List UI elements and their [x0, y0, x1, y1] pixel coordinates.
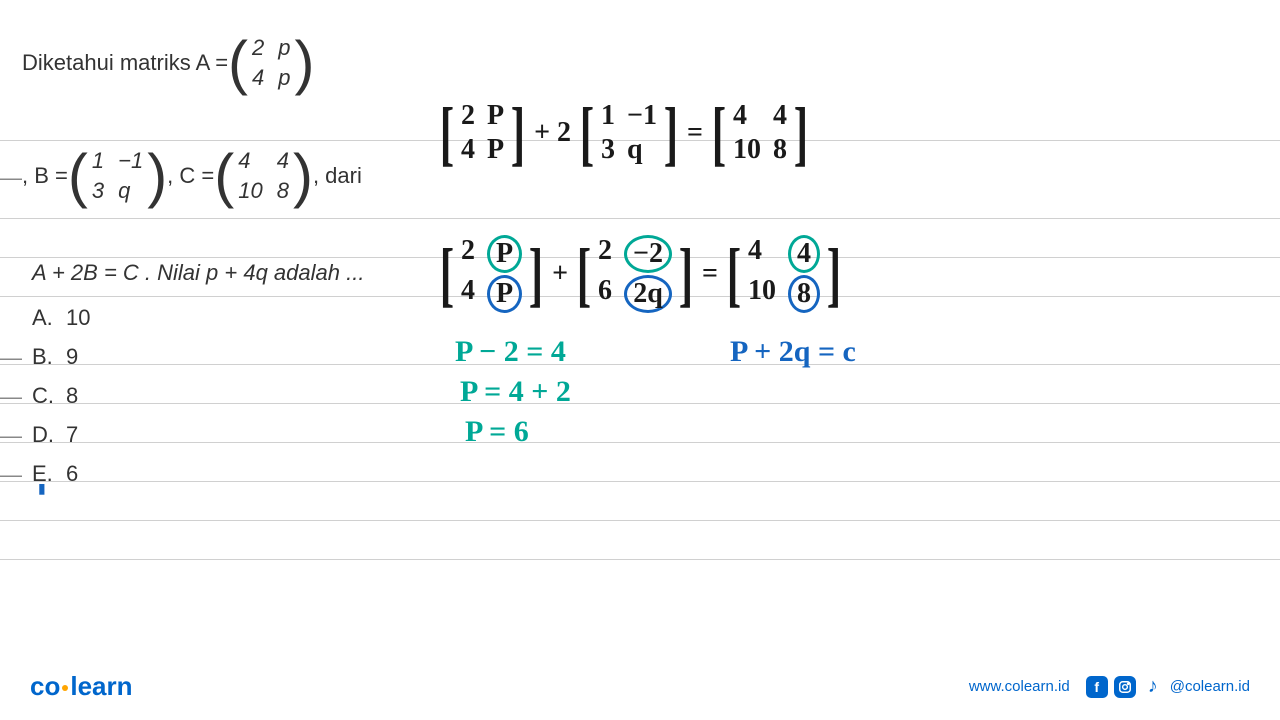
- content-area: — — — — — Diketahui matriks A = ( 2p 4p …: [0, 0, 1280, 720]
- matrix-B: ( 1−1 3q ): [68, 148, 167, 204]
- social-handle: @colearn.id: [1170, 678, 1250, 695]
- handwrite-row-2: [ 2P 4P ] + [ 2−2 62q ] = [ 44 108 ]: [435, 235, 846, 313]
- circled-value: 8: [788, 275, 820, 313]
- blue-step-1: P + 2q = c: [730, 335, 856, 369]
- circled-value: 4: [788, 235, 820, 273]
- teal-step-3: P = 6: [465, 415, 529, 449]
- problem-text: , C =: [167, 163, 214, 189]
- option-d: D.7: [32, 415, 90, 454]
- handwrite-row-1: [ 2P 4P ] + 2 [ 1−1 3q ] = [ 44 108 ]: [435, 100, 813, 166]
- problem-line-3: A + 2B = C . Nilai p + 4q adalah ...: [32, 260, 364, 286]
- facebook-icon[interactable]: f: [1086, 676, 1108, 698]
- circled-value: P: [487, 275, 522, 313]
- margin-dash: —: [0, 462, 22, 488]
- matrix-C: ( 44 108 ): [214, 148, 313, 204]
- footer: colearn www.colearn.id f ♪ @colearn.id: [0, 671, 1280, 702]
- option-c: C.8: [32, 376, 90, 415]
- instagram-icon[interactable]: [1114, 676, 1136, 698]
- options-list: A.10 B.9 C.8 D.7 E.6: [32, 298, 90, 493]
- problem-line-2: , B = ( 1−1 3q ) , C = ( 44 108 ) , dari: [22, 148, 362, 204]
- margin-dash: —: [0, 384, 22, 410]
- problem-line-1: Diketahui matriks A = ( 2p 4p ): [22, 35, 315, 91]
- circled-value: P: [487, 235, 522, 273]
- problem-text: , dari: [313, 163, 362, 189]
- circled-value: −2: [624, 235, 672, 273]
- tiktok-icon[interactable]: ♪: [1142, 676, 1164, 698]
- social-icons: f ♪ @colearn.id: [1086, 676, 1250, 698]
- teal-step-2: P = 4 + 2: [460, 375, 571, 409]
- option-b: B.9: [32, 337, 90, 376]
- option-a: A.10: [32, 298, 90, 337]
- margin-dash: —: [0, 345, 22, 371]
- problem-text: , B =: [22, 163, 68, 189]
- brand-logo: colearn: [30, 671, 133, 702]
- problem-text: Diketahui matriks A =: [22, 50, 228, 76]
- teal-step-1: P − 2 = 4: [455, 335, 566, 369]
- circled-value: 2q: [624, 275, 672, 313]
- margin-dash: —: [0, 423, 22, 449]
- footer-url: www.colearn.id: [969, 678, 1070, 695]
- cursor-icon: ▮: [38, 480, 46, 497]
- matrix-A: ( 2p 4p ): [228, 35, 314, 91]
- margin-dash: —: [0, 165, 22, 191]
